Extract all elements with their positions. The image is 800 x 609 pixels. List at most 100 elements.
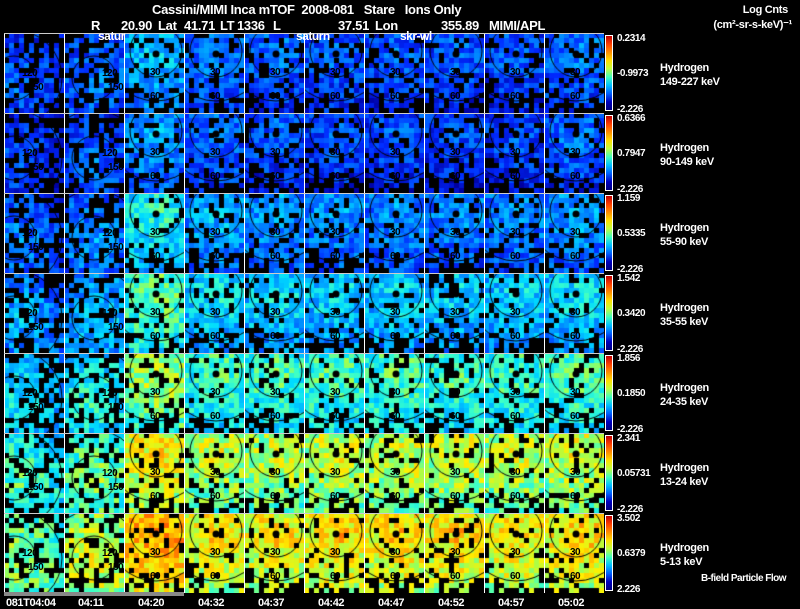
heatmap-pixels (544, 33, 604, 113)
heatmap-pixels (244, 33, 304, 113)
contour-label: 60 (150, 171, 161, 182)
energy-range: 90-149 keV (660, 156, 714, 168)
contour-label: 30 (390, 227, 401, 238)
colorbar-mid-label: 0.1850 (617, 388, 646, 399)
colorbar-max-label: 0.6366 (617, 113, 646, 124)
contour-label: 30 (270, 67, 281, 78)
contour-label: 60 (150, 411, 161, 422)
contour-label: 60 (270, 491, 281, 502)
heatmap-panel: 30 60 (484, 353, 544, 433)
contour-label: 60 (450, 91, 461, 102)
contour-label: 60 (330, 251, 341, 262)
l-label: L (273, 18, 281, 33)
heatmap-pixels (64, 33, 124, 113)
contour-label: 60 (150, 331, 161, 342)
contour-label: 30 (330, 147, 341, 158)
contour-label: 150 (28, 242, 44, 253)
heatmap-pixels (244, 113, 304, 193)
colorbar (605, 435, 613, 511)
heatmap-pixels (184, 513, 244, 593)
heatmap-pixels (4, 273, 64, 353)
contour-label: 60 (510, 411, 521, 422)
species-label: Hydrogen 35-55 keV (660, 301, 709, 329)
lon-label: Lon (375, 18, 398, 33)
heatmap-panel: 30 60 (364, 113, 424, 193)
contour-label: 150 (108, 562, 124, 573)
energy-range: 13-24 keV (660, 476, 709, 488)
heatmap-panel: 30 60 (364, 433, 424, 513)
heatmap-pixels (244, 353, 304, 433)
contour-label: 120 (102, 468, 118, 479)
contour-label: 120 (22, 548, 38, 559)
lat-value: 41.71 (184, 18, 216, 33)
heatmap-panel: 120 150 (4, 273, 64, 353)
contour-label: 30 (450, 147, 461, 158)
image-grid: 120 150 120 150 30 60 30 60 30 60 30 60 30 60 30 60 30 60… (4, 33, 604, 593)
contour-label: 30 (450, 387, 461, 398)
contour-label: 30 (510, 307, 521, 318)
heatmap-panel: 120 150 (64, 193, 124, 273)
contour-label: 60 (150, 91, 161, 102)
heatmap-pixels (124, 513, 184, 593)
species-name: Hydrogen (660, 302, 709, 314)
contour-label: 60 (330, 491, 341, 502)
lt-value: 1336 (237, 18, 265, 33)
heatmap-pixels (484, 193, 544, 273)
colorbar-min-label: 2.226 (617, 584, 641, 595)
heatmap-pixels (424, 273, 484, 353)
heatmap-panel: 120 150 (64, 513, 124, 593)
species-label: Hydrogen 24-35 keV (660, 381, 709, 409)
heatmap-pixels (304, 353, 364, 433)
heatmap-panel: 30 60 (424, 513, 484, 593)
lat-label: Lat (158, 18, 177, 33)
heatmap-panel: 30 60 (484, 33, 544, 113)
species-name: Hydrogen (660, 542, 709, 554)
colorbar-max-label: 1.542 (617, 273, 641, 284)
heatmap-panel: 30 60 (244, 113, 304, 193)
contour-label: 60 (510, 251, 521, 262)
heatmap-pixels (4, 113, 64, 193)
heatmap-panel: 30 60 (304, 273, 364, 353)
contour-label: 60 (210, 91, 221, 102)
heatmap-pixels (484, 113, 544, 193)
colorbar-max-label: 3.502 (617, 513, 641, 524)
heatmap-pixels (364, 433, 424, 513)
heatmap-pixels (4, 193, 64, 273)
contour-label: 30 (270, 387, 281, 398)
contour-label: 60 (390, 91, 401, 102)
contour-label: 30 (570, 67, 581, 78)
contour-label: 30 (150, 307, 161, 318)
contour-label: 30 (570, 547, 581, 558)
heatmap-pixels (304, 113, 364, 193)
contour-label: 30 (270, 307, 281, 318)
heatmap-pixels (484, 513, 544, 593)
contour-label: 30 (270, 547, 281, 558)
heatmap-pixels (64, 113, 124, 193)
heatmap-panel: 30 60 (544, 193, 604, 273)
heatmap-panel: 30 60 (424, 433, 484, 513)
heatmap-panel: 30 60 (364, 273, 424, 353)
contour-label: 30 (570, 307, 581, 318)
contour-label: 150 (108, 402, 124, 413)
contour-label: 30 (210, 387, 221, 398)
contour-label: 30 (450, 67, 461, 78)
contour-label: 60 (210, 571, 221, 582)
contour-label: 60 (330, 571, 341, 582)
contour-label: 60 (450, 411, 461, 422)
contour-label: 30 (210, 547, 221, 558)
contour-label: 120 (102, 148, 118, 159)
heatmap-pixels (184, 33, 244, 113)
contour-label: 30 (210, 67, 221, 78)
species-label: Hydrogen 90-149 keV (660, 141, 714, 169)
contour-label: 30 (270, 227, 281, 238)
contour-label: 30 (210, 307, 221, 318)
contour-label: 150 (28, 482, 44, 493)
heatmap-pixels (484, 433, 544, 513)
contour-label: 150 (108, 322, 124, 333)
heatmap-panel: 30 60 (124, 513, 184, 593)
contour-label: 150 (28, 402, 44, 413)
heatmap-panel: 30 60 (364, 33, 424, 113)
heatmap-pixels (304, 193, 364, 273)
heatmap-panel: 30 60 (304, 433, 364, 513)
contour-label: 30 (210, 227, 221, 238)
